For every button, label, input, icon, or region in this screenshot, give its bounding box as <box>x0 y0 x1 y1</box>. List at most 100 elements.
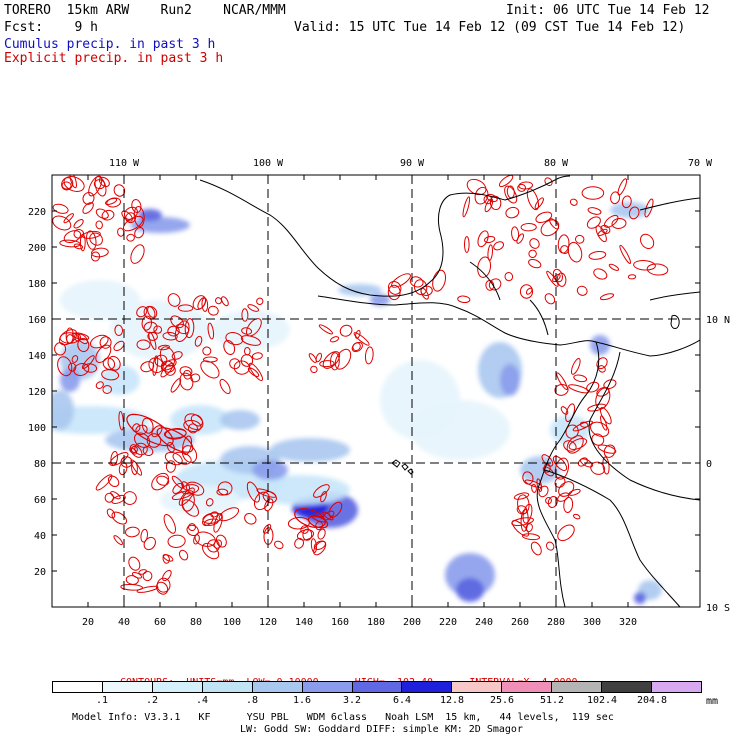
precip-contour <box>194 335 203 347</box>
precip-contour <box>147 306 156 318</box>
precip-contour <box>517 494 530 515</box>
precip-contour <box>179 366 193 377</box>
precip-contour <box>246 481 260 503</box>
cumulus-blob <box>60 280 140 320</box>
cumulus-blob <box>100 365 140 395</box>
precip-contour <box>563 496 574 513</box>
model-info-line2: LW: Godd SW: Goddard DIFF: simple KM: 2D… <box>240 724 523 735</box>
precip-contour <box>179 372 194 391</box>
precip-contour <box>538 485 549 498</box>
galapagos-isle-1 <box>391 459 401 468</box>
precip-contour <box>591 433 605 446</box>
color-scale-units: mm <box>706 696 719 707</box>
precip-contour <box>130 459 143 476</box>
precip-contour <box>104 492 115 503</box>
precip-contour <box>205 498 214 507</box>
precip-contour <box>107 475 120 488</box>
precip-contour <box>586 216 601 229</box>
precip-contour <box>563 440 577 452</box>
precip-contour <box>352 342 361 352</box>
precip-contour <box>247 304 260 312</box>
precip-contour <box>483 235 496 244</box>
precip-contour <box>558 481 575 497</box>
precip-contour <box>52 203 69 214</box>
precip-contour <box>86 230 97 250</box>
precip-contour <box>190 373 201 383</box>
precip-contour <box>200 360 220 379</box>
precip-contour <box>131 461 138 475</box>
precip-contour <box>521 533 541 541</box>
color-scale-label: .8 <box>245 695 259 706</box>
precip-contour <box>181 445 198 463</box>
precip-contour <box>113 535 123 546</box>
precip-contour <box>334 348 352 370</box>
forecast-hour: Fcst: 9 h <box>4 20 98 35</box>
precip-contour <box>182 499 199 517</box>
color-scale-label: 204.8 <box>636 695 668 706</box>
precip-contour <box>590 421 610 438</box>
precip-contour <box>89 334 109 349</box>
longitude-label: 100 W <box>253 158 284 169</box>
y-tick-label: 140 <box>28 351 46 362</box>
precip-contour <box>513 492 530 500</box>
precip-contour <box>557 524 575 542</box>
precip-contour <box>488 278 502 291</box>
yucatan-gulf-coast <box>504 175 571 201</box>
precip-contour <box>88 175 103 197</box>
precip-contour <box>142 446 154 457</box>
precip-contour <box>593 268 608 280</box>
precip-contour <box>534 197 544 209</box>
x-tick-label: 40 <box>118 617 130 628</box>
precip-contour <box>525 287 533 295</box>
precip-contour <box>274 540 284 550</box>
cumulus-blob <box>500 364 520 396</box>
color-scale-swatch <box>502 682 553 692</box>
precip-contour <box>151 472 169 491</box>
cumulus-blob <box>338 284 382 296</box>
precip-contour <box>178 487 195 506</box>
precip-contour <box>98 176 110 187</box>
precip-contour <box>63 176 85 192</box>
precip-contour <box>522 471 534 485</box>
precip-contour <box>409 276 424 288</box>
precip-contour <box>71 332 90 341</box>
precip-contour <box>245 318 262 337</box>
precip-contour <box>530 541 542 556</box>
precip-contour <box>646 263 669 276</box>
precip-contour <box>608 263 620 271</box>
x-tick-label: 80 <box>190 617 202 628</box>
precip-contour <box>136 585 159 593</box>
precip-contour <box>576 285 588 296</box>
y-tick-label: 60 <box>34 495 46 506</box>
precip-contour <box>567 241 583 263</box>
precip-contour <box>73 363 90 376</box>
lat-lon-grid <box>52 175 700 607</box>
precip-contour <box>596 357 608 370</box>
cumulus-blob <box>252 460 288 480</box>
color-scale-swatch <box>53 682 103 692</box>
color-scale-swatch <box>302 682 353 692</box>
colombia-border <box>588 351 700 501</box>
precip-contour <box>68 362 77 372</box>
precip-contour <box>95 208 109 219</box>
x-tick-label: 200 <box>403 617 421 628</box>
cumulus-blob <box>370 294 390 306</box>
precip-contour <box>118 411 124 431</box>
precip-contour <box>140 528 148 543</box>
precip-contour <box>462 196 471 218</box>
precip-contour <box>170 315 184 329</box>
precip-contour <box>248 362 264 382</box>
precip-contour <box>148 357 164 374</box>
precip-contour <box>529 238 540 249</box>
precip-contour <box>353 332 370 346</box>
precip-contour <box>302 528 313 541</box>
precip-contour <box>207 322 215 340</box>
precip-contour <box>109 452 129 466</box>
init-time: Init: 06 UTC Tue 14 Feb 12 <box>506 3 710 18</box>
precip-contour <box>586 381 600 393</box>
precip-contour <box>163 428 187 439</box>
y-tick-label: 20 <box>34 567 46 578</box>
precip-contour <box>522 503 533 524</box>
galapagos-isle-3 <box>407 468 414 475</box>
